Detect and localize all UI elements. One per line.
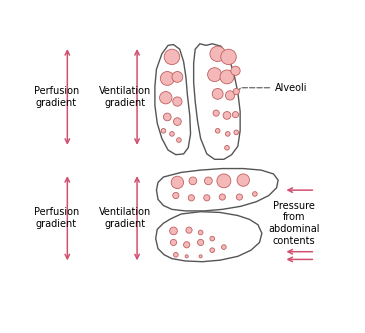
- Circle shape: [221, 49, 236, 65]
- Circle shape: [161, 129, 166, 133]
- Circle shape: [164, 49, 180, 65]
- Circle shape: [188, 195, 195, 201]
- Text: Alveoli: Alveoli: [239, 83, 308, 93]
- Circle shape: [204, 195, 210, 201]
- Circle shape: [210, 46, 226, 62]
- Circle shape: [237, 174, 249, 186]
- Circle shape: [234, 130, 239, 135]
- Circle shape: [223, 112, 231, 119]
- Circle shape: [189, 177, 197, 185]
- Circle shape: [172, 72, 183, 82]
- Circle shape: [212, 89, 223, 99]
- Circle shape: [170, 239, 177, 245]
- Circle shape: [170, 132, 174, 136]
- Circle shape: [171, 176, 184, 188]
- Circle shape: [226, 132, 230, 136]
- Circle shape: [215, 129, 220, 133]
- Polygon shape: [155, 45, 191, 155]
- Circle shape: [222, 245, 226, 249]
- Circle shape: [219, 194, 226, 200]
- Circle shape: [217, 174, 231, 188]
- Circle shape: [177, 138, 181, 143]
- Text: Ventilation
gradient: Ventilation gradient: [99, 207, 151, 229]
- Circle shape: [199, 255, 202, 258]
- Circle shape: [231, 66, 240, 75]
- Circle shape: [226, 91, 235, 100]
- Circle shape: [160, 92, 172, 104]
- Circle shape: [208, 68, 222, 82]
- Circle shape: [160, 72, 174, 85]
- Circle shape: [210, 248, 215, 252]
- Circle shape: [213, 110, 219, 116]
- Polygon shape: [194, 44, 240, 159]
- Circle shape: [220, 70, 234, 84]
- Text: Perfusion
gradient: Perfusion gradient: [34, 207, 79, 229]
- Circle shape: [197, 239, 204, 245]
- Circle shape: [253, 192, 257, 196]
- Circle shape: [173, 118, 181, 126]
- Text: Ventilation
gradient: Ventilation gradient: [99, 86, 151, 108]
- Circle shape: [170, 227, 177, 235]
- Circle shape: [186, 227, 192, 233]
- Circle shape: [164, 113, 171, 121]
- Circle shape: [210, 236, 215, 241]
- Circle shape: [224, 146, 229, 150]
- Circle shape: [204, 177, 212, 185]
- Circle shape: [184, 242, 190, 248]
- Circle shape: [173, 97, 182, 106]
- Circle shape: [173, 192, 179, 198]
- Circle shape: [233, 89, 239, 95]
- Circle shape: [173, 252, 178, 257]
- Polygon shape: [157, 168, 278, 211]
- Circle shape: [233, 112, 239, 118]
- Text: Pressure
from
abdominal
contents: Pressure from abdominal contents: [269, 201, 320, 246]
- Circle shape: [198, 230, 203, 235]
- Polygon shape: [156, 212, 262, 262]
- Circle shape: [185, 255, 188, 258]
- Text: Perfusion
gradient: Perfusion gradient: [34, 86, 79, 108]
- Circle shape: [236, 194, 242, 200]
